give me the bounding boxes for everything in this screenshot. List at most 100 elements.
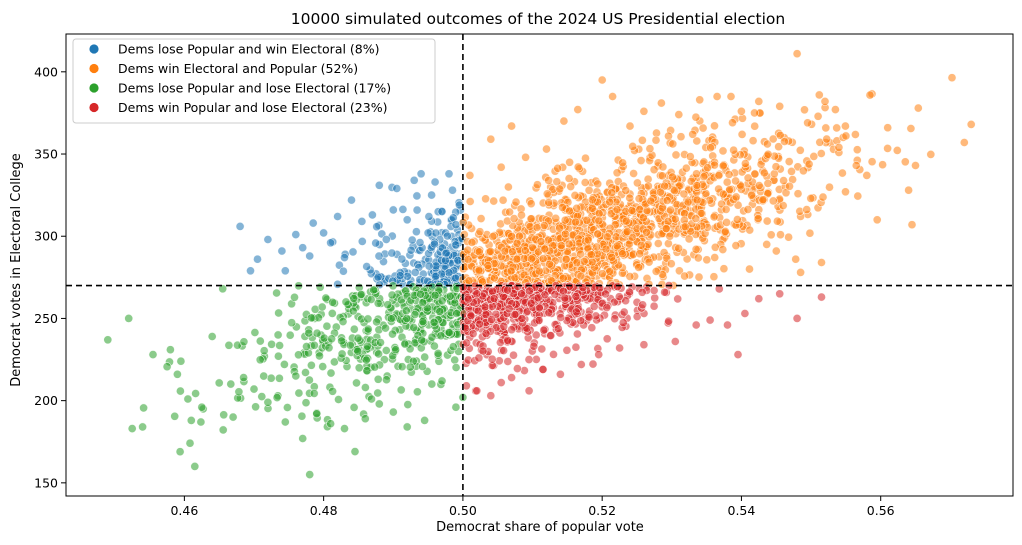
data-point [680,271,689,281]
data-point [274,308,283,318]
data-point [553,324,563,334]
data-point [263,235,273,244]
data-point [190,461,200,471]
data-point [542,144,551,154]
data-point [542,189,552,199]
data-point [775,101,785,111]
data-point [424,212,434,221]
data-point [573,162,583,172]
data-point [370,362,380,372]
data-point [710,242,720,252]
data-point [639,106,649,116]
data-point [900,157,910,167]
data-point [762,216,772,226]
y-axis-ticks: 150 200 250 300 350 400 [34,64,66,490]
plot-frame [65,33,1014,497]
data-point [642,227,651,237]
data-point [565,157,574,167]
data-point [350,447,360,456]
data-point [709,272,719,282]
data-point [397,254,407,264]
data-point [347,195,356,205]
data-point [683,197,693,207]
data-point [550,289,560,299]
data-point [465,197,475,206]
data-point [306,313,316,323]
data-point [372,222,382,232]
data-point [444,328,454,337]
data-point [907,220,917,230]
data-point [558,273,568,283]
data-point [287,318,297,328]
data-point [841,131,851,141]
data-point [312,409,322,419]
data-point [507,231,516,241]
legend-marker [89,102,99,113]
data-point [878,160,887,170]
data-point [451,220,461,230]
data-point [333,279,342,289]
data-point [481,329,491,338]
reference-lines [66,34,1013,496]
data-point [315,282,325,292]
data-point [409,175,419,185]
data-point [562,345,572,355]
data-point [127,424,137,433]
data-point [441,255,450,265]
data-point [593,229,603,239]
data-point [618,249,627,259]
data-point [618,158,627,168]
data-point [691,214,701,223]
data-point [587,257,597,267]
data-point [691,112,701,122]
data-point [486,391,496,401]
data-point [340,253,349,262]
data-point [787,166,796,176]
data-point [512,238,522,248]
data-point [366,295,376,304]
data-point [561,229,570,239]
data-point [580,178,590,187]
data-point [883,143,892,153]
data-point [420,415,429,425]
data-point [476,214,486,223]
data-point [381,346,391,355]
data-point [576,249,585,259]
data-point [692,181,702,190]
data-point [510,310,520,319]
data-point [486,246,495,256]
data-point [279,359,289,369]
data-point [540,244,549,254]
data-point [682,254,692,264]
data-point [353,346,363,356]
data-point [407,235,417,245]
data-point [784,232,793,242]
data-point [650,293,660,303]
data-point [731,176,740,186]
data-point [409,323,419,332]
data-point [326,419,335,429]
data-point [594,216,604,226]
data-point [301,368,310,377]
data-point [235,221,245,231]
data-point [406,245,416,255]
data-point [381,323,390,333]
data-point [775,130,785,140]
data-point [628,141,638,151]
data-point [525,286,534,296]
data-point [429,317,439,327]
data-point [424,261,434,271]
data-point [487,354,497,364]
data-point [766,230,776,240]
data-point [531,354,541,364]
data-point [437,296,447,306]
data-point [302,342,311,351]
data-point [733,215,742,224]
data-point [367,210,377,220]
data-point [272,393,282,402]
data-point [352,378,361,388]
legend-marker [89,63,99,74]
data-point [478,346,488,356]
data-point [500,246,510,256]
data-point [556,313,566,322]
